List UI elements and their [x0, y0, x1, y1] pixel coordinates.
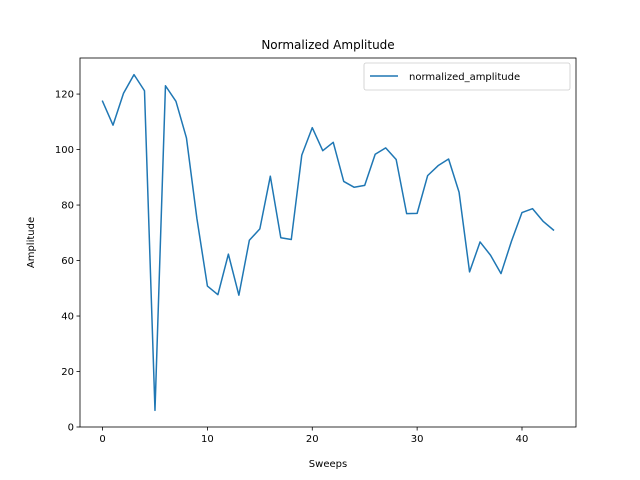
- legend-box: [363, 62, 571, 91]
- y-tick-label: 40: [61, 312, 74, 323]
- y-tick-label: 20: [61, 367, 74, 378]
- y-tick-label: 80: [61, 201, 74, 212]
- x-tick-label: 0: [99, 434, 105, 445]
- chart-title: Normalized Amplitude: [261, 38, 394, 52]
- legend: normalized_amplitude: [363, 62, 571, 91]
- x-tick-label: 40: [516, 434, 529, 445]
- y-axis-label: Amplitude: [26, 217, 37, 268]
- x-tick-label: 10: [201, 434, 214, 445]
- plot-area: [101, 73, 555, 412]
- ticks: 0 10 20 30 40 0 20 40 60 80 100 120: [55, 90, 528, 445]
- x-tick-label: 20: [306, 434, 319, 445]
- x-axis-label: Sweeps: [309, 459, 347, 470]
- legend-label: normalized_amplitude: [409, 72, 520, 83]
- series-line-normalized_amplitude: [101, 73, 555, 412]
- y-tick-label: 60: [61, 256, 74, 267]
- y-tick-label: 0: [68, 423, 74, 434]
- axes-frame: [79, 57, 577, 428]
- y-tick-label: 120: [55, 90, 74, 101]
- x-tick-label: 30: [411, 434, 424, 445]
- y-tick-label: 100: [55, 145, 74, 156]
